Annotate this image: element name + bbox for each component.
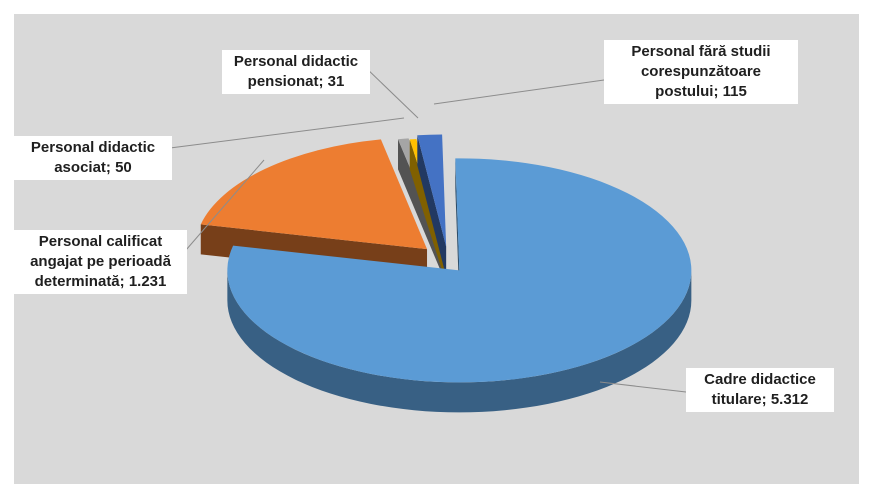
leader-line-0 <box>599 381 687 393</box>
data-label-cadre-titulare: Cadre didactice titulare; 5.312 <box>686 368 834 412</box>
leader-line-2 <box>169 117 405 149</box>
leader-line-3 <box>363 65 419 119</box>
pie-slice-cut-3 <box>409 139 446 281</box>
pie-slice-cut-2 <box>397 139 445 280</box>
pie-slice-top-4 <box>417 134 447 247</box>
leader-line-1 <box>185 159 265 251</box>
pie-slice-4 <box>417 134 447 277</box>
data-label-personal-calificat: Personal calificat angajat pe perioadă d… <box>14 230 187 294</box>
data-label-personal-pensionat: Personal didactic pensionat; 31 <box>222 50 370 94</box>
pie-slice-0 <box>227 158 692 413</box>
pie-slice-cut-0 <box>455 158 460 301</box>
data-label-personal-asociat: Personal didactic asociat; 50 <box>14 136 172 180</box>
data-label-personal-fara-studii: Personal fără studii corespunzătoare pos… <box>604 40 798 104</box>
leader-line-4 <box>433 79 605 105</box>
pie-slice-cut-4 <box>417 135 447 277</box>
pie-slice-top-1 <box>200 139 428 250</box>
pie-slice-top-0 <box>227 158 692 383</box>
pie-slice-side-0 <box>227 270 692 413</box>
